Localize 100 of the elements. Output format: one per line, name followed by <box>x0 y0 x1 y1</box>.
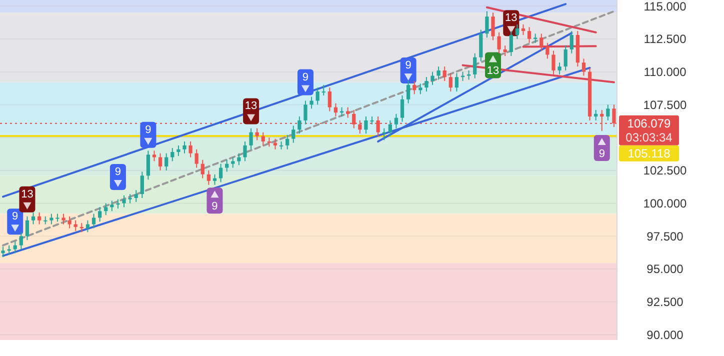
candlestick <box>170 148 174 162</box>
series-label: 9 <box>212 200 218 213</box>
candlestick <box>388 120 392 137</box>
candlestick <box>62 213 66 225</box>
candlestick <box>249 128 253 150</box>
ref-line-label: 105.118 <box>628 146 671 160</box>
text: 9 <box>302 71 309 84</box>
text: 13 <box>244 100 258 112</box>
candlestick <box>509 30 513 57</box>
candlestick <box>491 12 495 41</box>
candlestick <box>418 83 422 95</box>
y-tick-label: 102.500 <box>643 164 688 178</box>
candlestick <box>382 128 386 141</box>
candlestick <box>546 42 550 60</box>
candlestick <box>606 104 610 121</box>
candlestick <box>1 246 5 258</box>
candlestick <box>310 96 314 110</box>
candlestick <box>442 66 446 82</box>
candlestick <box>612 104 616 128</box>
candlestick <box>104 202 108 216</box>
ref-line-label: 106.079 <box>627 116 672 130</box>
series-label: 9 <box>12 210 18 223</box>
candlestick <box>200 159 204 179</box>
candlestick <box>206 170 211 186</box>
candlestick <box>521 24 526 36</box>
candlestick <box>188 140 192 158</box>
candlestick <box>298 116 302 134</box>
candlestick <box>134 190 138 202</box>
candlestick <box>358 120 362 134</box>
candlestick <box>515 24 520 40</box>
candlestick <box>74 220 78 232</box>
candlestick <box>286 134 290 150</box>
candlestick <box>394 113 398 129</box>
candlestick <box>454 72 459 92</box>
y-tick-label: 90.000 <box>646 328 684 342</box>
candlestick <box>25 216 30 241</box>
series-label: 13 <box>21 188 34 200</box>
candlestick <box>570 30 574 54</box>
candlestick <box>352 109 356 129</box>
candlestick <box>460 71 465 82</box>
candlestick <box>92 213 96 229</box>
y-tick-label: 92.500 <box>646 295 684 310</box>
candlestick <box>212 174 217 186</box>
candlestick <box>98 206 102 222</box>
candlestick <box>31 212 36 225</box>
text: 9 <box>114 166 122 178</box>
candlestick <box>600 109 604 132</box>
candlestick <box>424 76 428 92</box>
candlestick <box>436 66 440 80</box>
candlestick <box>400 94 404 122</box>
candlestick <box>261 132 265 146</box>
y-tick-label: 100.000 <box>643 196 688 210</box>
candlestick <box>479 29 483 62</box>
candlestick <box>176 144 180 156</box>
candlestick <box>13 240 17 254</box>
candlestick <box>164 152 168 171</box>
candlestick <box>334 102 338 117</box>
y-tick-label: 112.500 <box>644 32 687 46</box>
candlestick <box>292 125 296 144</box>
candlestick <box>552 50 556 75</box>
text: 9 <box>598 148 605 160</box>
candlestick <box>231 156 235 168</box>
candlestick <box>38 212 42 225</box>
candlestick <box>182 140 186 154</box>
candlestick <box>340 106 344 117</box>
candlestick <box>430 71 434 86</box>
candlestick <box>406 80 410 104</box>
candlestick <box>19 232 23 250</box>
candlestick <box>140 171 144 199</box>
candlestick <box>243 140 247 162</box>
candlestick <box>218 163 223 183</box>
candlestick <box>376 116 380 137</box>
candlestick <box>558 62 562 75</box>
candlestick <box>412 80 416 95</box>
candlestick <box>540 33 544 52</box>
text: 9 <box>405 59 412 72</box>
y-tick-label: 115.000 <box>644 0 687 14</box>
candlestick <box>267 137 271 148</box>
candlestick <box>152 150 156 162</box>
candlestick <box>316 87 320 106</box>
text: 13 <box>505 12 518 24</box>
candlestick <box>527 26 532 44</box>
candlestick <box>328 87 332 112</box>
candlestick <box>50 213 54 225</box>
candlestick <box>594 109 598 121</box>
series-label: 13 <box>486 65 500 78</box>
candlestick <box>122 194 126 208</box>
candlestick <box>237 152 241 166</box>
candlestick <box>68 216 72 229</box>
y-tick-label: 107.500 <box>643 98 688 112</box>
candlestick <box>225 159 229 172</box>
candlestick <box>503 44 507 57</box>
candlestick <box>346 106 350 118</box>
candlestick <box>128 194 132 204</box>
candlestick <box>158 152 162 171</box>
candlestick <box>273 138 278 150</box>
candlestick <box>322 84 326 96</box>
candlestick <box>110 200 114 212</box>
y-tick-label: 97.500 <box>646 229 684 244</box>
text: 9 <box>145 124 152 136</box>
